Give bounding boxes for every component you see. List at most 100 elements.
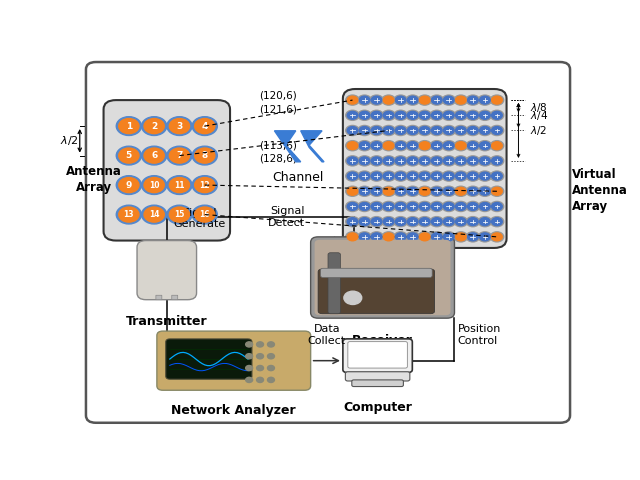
Circle shape	[358, 171, 371, 181]
Circle shape	[406, 171, 419, 181]
Circle shape	[406, 110, 419, 120]
Circle shape	[394, 171, 408, 181]
Circle shape	[371, 142, 382, 150]
Circle shape	[430, 156, 444, 166]
Circle shape	[430, 171, 444, 181]
Circle shape	[479, 157, 490, 165]
FancyBboxPatch shape	[321, 268, 432, 277]
Circle shape	[383, 142, 394, 150]
Circle shape	[431, 233, 442, 241]
Circle shape	[119, 178, 139, 192]
Circle shape	[359, 172, 370, 180]
Circle shape	[408, 203, 418, 210]
Circle shape	[479, 96, 490, 104]
Circle shape	[478, 202, 492, 212]
Circle shape	[492, 203, 502, 210]
Circle shape	[370, 171, 383, 181]
Circle shape	[359, 218, 370, 226]
Circle shape	[371, 111, 382, 119]
Circle shape	[394, 110, 408, 120]
Circle shape	[370, 232, 383, 242]
FancyBboxPatch shape	[166, 339, 252, 379]
Text: Receiver: Receiver	[352, 334, 413, 347]
Circle shape	[430, 95, 444, 105]
Text: (128,6): (128,6)	[259, 154, 298, 164]
Circle shape	[359, 233, 370, 241]
Circle shape	[419, 142, 430, 150]
Circle shape	[478, 171, 492, 181]
Circle shape	[442, 202, 456, 212]
Text: Transmitter: Transmitter	[126, 315, 207, 328]
Circle shape	[456, 187, 466, 195]
Circle shape	[382, 141, 396, 151]
Circle shape	[444, 233, 454, 241]
Circle shape	[394, 186, 408, 196]
Circle shape	[456, 111, 466, 119]
Circle shape	[444, 187, 454, 195]
Circle shape	[419, 157, 430, 165]
Circle shape	[348, 187, 358, 195]
Circle shape	[383, 233, 394, 241]
Circle shape	[359, 142, 370, 150]
FancyBboxPatch shape	[315, 240, 451, 315]
Circle shape	[406, 141, 419, 151]
Circle shape	[348, 203, 358, 210]
Text: (120,6): (120,6)	[260, 90, 297, 100]
Circle shape	[444, 203, 454, 210]
FancyBboxPatch shape	[348, 342, 408, 368]
Circle shape	[346, 232, 359, 242]
Circle shape	[490, 156, 504, 166]
Circle shape	[408, 187, 418, 195]
Circle shape	[358, 125, 371, 135]
Circle shape	[419, 187, 430, 195]
Circle shape	[408, 233, 418, 241]
Circle shape	[382, 156, 396, 166]
Circle shape	[456, 142, 466, 150]
Text: 7: 7	[176, 151, 182, 160]
Circle shape	[490, 110, 504, 120]
FancyBboxPatch shape	[172, 295, 178, 300]
Circle shape	[454, 156, 468, 166]
Text: 4: 4	[202, 121, 208, 131]
Circle shape	[478, 125, 492, 135]
Circle shape	[359, 111, 370, 119]
Text: Signal
Generate: Signal Generate	[173, 208, 225, 229]
Circle shape	[116, 146, 141, 165]
Circle shape	[371, 203, 382, 210]
Circle shape	[456, 127, 466, 134]
Circle shape	[396, 172, 406, 180]
Circle shape	[406, 125, 419, 135]
Circle shape	[490, 216, 504, 227]
Circle shape	[406, 186, 419, 196]
Circle shape	[419, 233, 430, 241]
Circle shape	[468, 233, 478, 241]
Circle shape	[490, 125, 504, 135]
Circle shape	[490, 232, 504, 242]
Circle shape	[478, 95, 492, 105]
Circle shape	[257, 377, 264, 383]
Circle shape	[408, 157, 418, 165]
Circle shape	[348, 233, 358, 241]
Circle shape	[418, 95, 431, 105]
Circle shape	[430, 141, 444, 151]
Circle shape	[419, 127, 430, 134]
Circle shape	[358, 186, 371, 196]
Circle shape	[359, 127, 370, 134]
Circle shape	[468, 96, 478, 104]
Circle shape	[268, 342, 275, 347]
Circle shape	[430, 186, 444, 196]
Circle shape	[167, 205, 192, 224]
Circle shape	[454, 110, 468, 120]
Circle shape	[359, 96, 370, 104]
Circle shape	[382, 95, 396, 105]
Circle shape	[454, 95, 468, 105]
Circle shape	[383, 111, 394, 119]
Text: 8: 8	[202, 151, 208, 160]
Circle shape	[370, 156, 383, 166]
Circle shape	[431, 142, 442, 150]
Circle shape	[454, 216, 468, 227]
Text: $\lambda/4$: $\lambda/4$	[531, 109, 548, 122]
Circle shape	[418, 125, 431, 135]
Circle shape	[116, 176, 141, 194]
Circle shape	[454, 141, 468, 151]
